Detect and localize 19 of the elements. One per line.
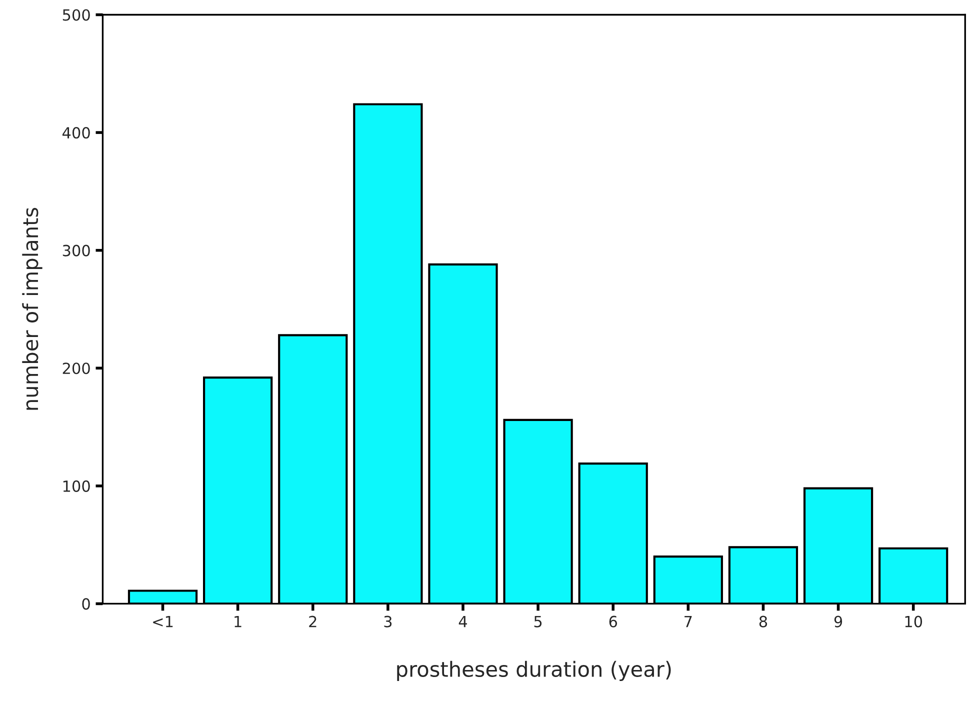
- y-tick-label: 200: [62, 362, 90, 374]
- x-tick-label: <1: [153, 616, 173, 628]
- y-tick-label: 0: [82, 598, 90, 610]
- y-tick-label: 100: [63, 480, 90, 492]
- y-tick-label: 400: [62, 127, 90, 139]
- y-tick-label: 500: [62, 9, 90, 21]
- x-tick-label: 2: [309, 616, 316, 628]
- x-tick-label: 6: [609, 616, 618, 628]
- x-tick-label: 5: [534, 616, 542, 628]
- x-tick-label: 10: [905, 616, 922, 628]
- y-axis-title: number of implants: [22, 208, 42, 410]
- x-tick-label: 1: [234, 616, 242, 628]
- x-tick-label: 7: [684, 616, 692, 628]
- x-tick-label: 3: [384, 616, 392, 628]
- x-axis-title: prostheses duration (year): [397, 660, 671, 682]
- x-tick-label: 8: [759, 616, 768, 628]
- x-tick-label: 9: [834, 616, 842, 628]
- y-tick-label: 300: [62, 244, 90, 256]
- x-tick-label: 4: [458, 616, 467, 628]
